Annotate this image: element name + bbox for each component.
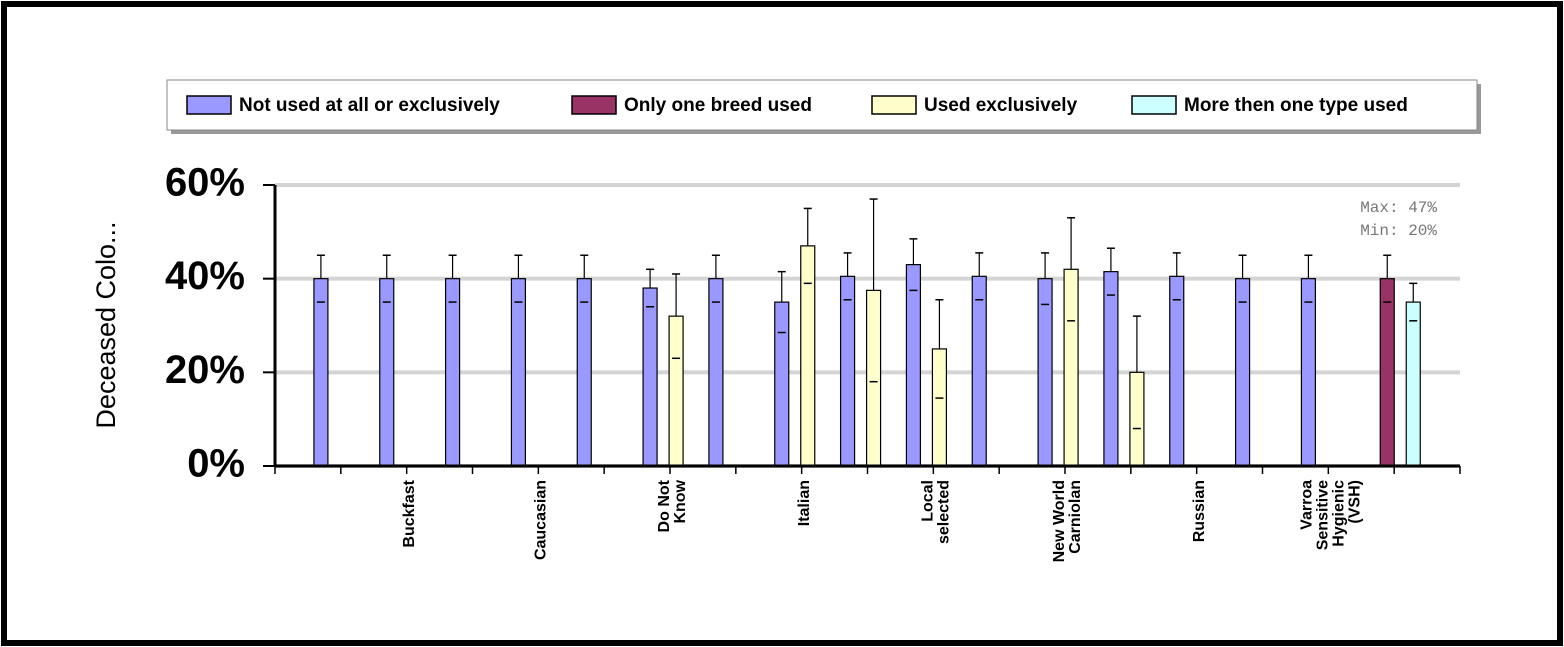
bar <box>931 348 948 467</box>
bar <box>971 275 987 467</box>
bar <box>313 278 329 467</box>
x-tick-label: VarroaSensitiveHygienic(VSH) <box>1299 480 1364 550</box>
x-tick-label: Localselected <box>920 480 953 544</box>
legend-box <box>166 79 1478 131</box>
bar <box>774 301 790 467</box>
x-tick-label-line: Local <box>920 480 937 522</box>
y-tick-label: 0% <box>187 442 245 486</box>
y-tick-label: 40% <box>165 254 245 298</box>
bar <box>1037 278 1053 467</box>
bar <box>708 278 724 467</box>
x-tick-label-line: Know <box>672 479 689 523</box>
x-tick-label-line: Carniolan <box>1067 480 1084 554</box>
x-tick-label-line: Caucasian <box>533 480 550 560</box>
legend-label: Only one breed used <box>624 95 812 116</box>
x-tick-label-line: Sensitive <box>1315 480 1332 550</box>
x-tick-label-line: Hygienic <box>1331 480 1348 547</box>
bar <box>379 278 395 467</box>
x-tick-label-line: Buckfast <box>401 479 418 547</box>
x-tick-label-line: New World <box>1051 480 1068 562</box>
bar <box>905 264 922 467</box>
x-tick-label: Italian <box>796 480 813 526</box>
bar <box>1169 275 1185 467</box>
legend-label: More then one type used <box>1184 95 1408 116</box>
legend-label: Used exclusively <box>924 95 1078 116</box>
y-tick-label: 20% <box>165 348 245 392</box>
y-tick-label: 60% <box>165 161 245 205</box>
bar <box>668 315 684 467</box>
legend-swatch <box>1131 95 1177 115</box>
x-tick-label: Caucasian <box>533 480 550 560</box>
x-tick-label: Do NotKnow <box>656 479 689 532</box>
bar <box>1103 271 1119 467</box>
y-axis-label: Deceased Colo... <box>91 221 121 428</box>
bar <box>1234 278 1251 467</box>
legend-swatch <box>871 95 917 115</box>
bar <box>642 287 658 467</box>
bar <box>576 278 592 467</box>
legend-swatch <box>186 95 232 115</box>
bar <box>1063 268 1079 467</box>
bar <box>1300 278 1317 467</box>
x-tick-label-line: Russian <box>1191 480 1208 542</box>
bar <box>800 245 816 467</box>
bar <box>444 278 461 467</box>
bar <box>839 275 856 467</box>
annotation: Max: 47% <box>1360 199 1437 217</box>
bar <box>510 278 527 467</box>
bar <box>1379 278 1395 467</box>
annotation: Min: 20% <box>1360 222 1437 240</box>
bar <box>1405 301 1421 467</box>
x-tick-label-line: Varroa <box>1299 480 1316 530</box>
legend-swatch <box>571 95 617 115</box>
bar <box>1129 371 1145 467</box>
legend-label: Not used at all or exclusively <box>239 95 500 116</box>
x-tick-label: New WorldCarniolan <box>1051 480 1084 562</box>
x-tick-label-line: (VSH) <box>1347 480 1364 524</box>
x-tick-label-line: Italian <box>796 480 813 526</box>
x-tick-label-line: Do Not <box>656 479 673 532</box>
x-tick-label-line: selected <box>936 480 953 544</box>
x-tick-label: Buckfast <box>401 479 418 547</box>
x-tick-label: Russian <box>1191 480 1208 542</box>
bar <box>865 289 882 467</box>
